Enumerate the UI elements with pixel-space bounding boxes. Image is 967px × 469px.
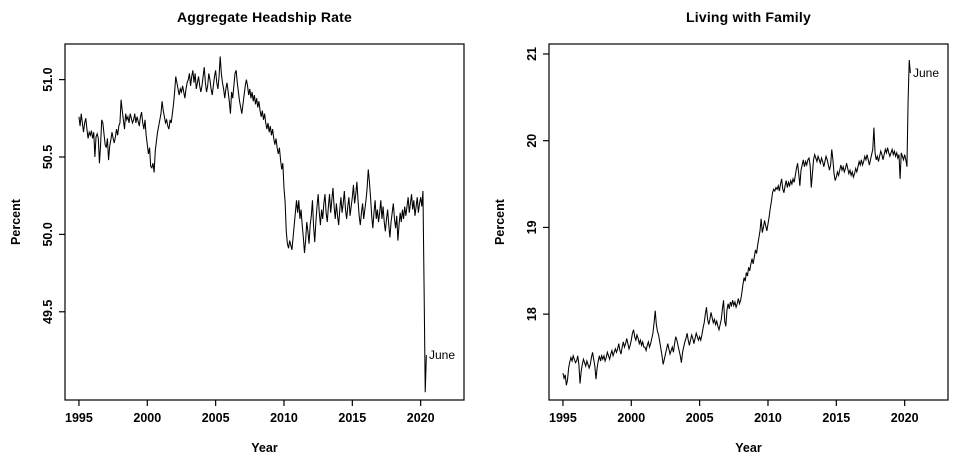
y-tick-label: 21 (525, 47, 539, 61)
x-axis-label-headship: Year (251, 441, 278, 455)
y-tick-label: 19 (525, 220, 539, 234)
series-line-aggregate-headship-rate-monthly (78, 56, 427, 393)
x-tick-label: 2000 (133, 411, 161, 425)
chart-living-with-family-monthly: 1995 2000 2005 2010 2015 2020 18 19 20 21 (525, 43, 949, 425)
x-tick-label: 2020 (407, 411, 435, 425)
chart-title-living-with-family: Living with Family (686, 9, 811, 25)
annotation-june-headship: June (429, 348, 456, 362)
x-tick-label: 1995 (549, 411, 577, 425)
y-tick-label: 20 (525, 134, 539, 148)
x-tick-label: 2015 (338, 411, 366, 425)
x-tick-label: 2010 (270, 411, 298, 425)
x-tick-label: 2015 (822, 411, 850, 425)
plot-frame (548, 43, 949, 401)
x-axis-label-living-with-family: Year (735, 441, 762, 455)
chart-aggregate-headship-rate-monthly: 1995 2000 2005 2010 2015 2020 49.5 50.0 50.5 51.0 (41, 43, 465, 425)
y-tick-label: 50.0 (41, 222, 55, 246)
y-tick-label: 18 (525, 307, 539, 321)
x-tick-label: 2010 (754, 411, 782, 425)
chart-title-headship: Aggregate Headship Rate (177, 9, 352, 25)
plot-frame (64, 43, 465, 401)
y-tick-label: 51.0 (41, 67, 55, 91)
x-tick-label: 2005 (202, 411, 230, 425)
annotation-june-living-with-family: June (913, 66, 940, 80)
x-tick-label: 2020 (891, 411, 919, 425)
x-tick-label: 1995 (65, 411, 93, 425)
x-tick-label: 2000 (617, 411, 645, 425)
y-tick-label: 49.5 (41, 300, 55, 324)
y-tick-label: 50.5 (41, 145, 55, 169)
series-line-living-with-family-monthly (562, 59, 911, 386)
x-tick-label: 2005 (686, 411, 714, 425)
